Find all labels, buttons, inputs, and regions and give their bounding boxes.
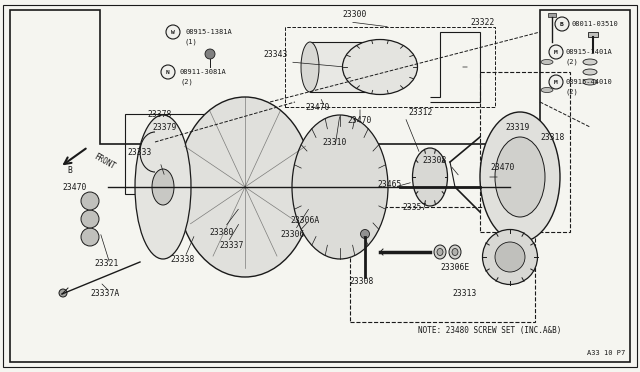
Text: 23322: 23322: [470, 17, 494, 26]
Ellipse shape: [301, 42, 319, 92]
Text: B: B: [560, 22, 564, 26]
Text: 23300: 23300: [343, 10, 367, 19]
Ellipse shape: [59, 289, 67, 297]
Bar: [310, 42, 390, 92]
Circle shape: [161, 65, 175, 79]
Text: 23321: 23321: [95, 260, 119, 269]
Ellipse shape: [541, 87, 553, 93]
Text: 23306: 23306: [281, 230, 305, 238]
Bar: [480, 72, 570, 232]
Text: 23308: 23308: [422, 155, 447, 164]
Text: 23470: 23470: [348, 115, 372, 125]
Bar: [588, 32, 598, 37]
Ellipse shape: [81, 192, 99, 210]
Text: M: M: [554, 80, 558, 84]
Ellipse shape: [449, 245, 461, 259]
Ellipse shape: [413, 148, 447, 206]
Text: 08911-3081A: 08911-3081A: [180, 69, 227, 75]
Text: 23337A: 23337A: [90, 289, 120, 298]
Ellipse shape: [381, 42, 399, 92]
Text: 23470: 23470: [63, 183, 87, 192]
Bar: [125, 114, 220, 194]
Ellipse shape: [583, 69, 597, 75]
Text: 23306E: 23306E: [440, 263, 470, 272]
Text: 23379: 23379: [153, 122, 177, 131]
Text: 23465: 23465: [378, 180, 402, 189]
Ellipse shape: [292, 115, 388, 259]
Bar: [350, 207, 535, 322]
Ellipse shape: [480, 112, 560, 242]
Text: 23380: 23380: [210, 228, 234, 237]
Text: 23310: 23310: [323, 138, 347, 147]
Circle shape: [549, 75, 563, 89]
Ellipse shape: [495, 242, 525, 272]
Ellipse shape: [342, 39, 417, 94]
Text: 23337: 23337: [220, 241, 244, 250]
Ellipse shape: [152, 169, 174, 205]
Text: W: W: [171, 29, 175, 35]
Text: A33 10 P7: A33 10 P7: [587, 350, 625, 356]
Text: 23338: 23338: [171, 256, 195, 264]
Ellipse shape: [483, 230, 538, 285]
Text: 23313: 23313: [453, 289, 477, 298]
Text: 23308: 23308: [350, 278, 374, 286]
Ellipse shape: [81, 210, 99, 228]
Text: 23378: 23378: [148, 109, 172, 119]
Circle shape: [555, 17, 569, 31]
Text: FRONT: FRONT: [92, 152, 116, 172]
Text: (2): (2): [566, 89, 579, 95]
Ellipse shape: [541, 60, 553, 64]
Circle shape: [166, 25, 180, 39]
Bar: [285, 27, 495, 107]
Text: 08011-03510: 08011-03510: [572, 21, 619, 27]
Circle shape: [205, 49, 215, 59]
Text: M: M: [554, 49, 558, 55]
Ellipse shape: [135, 115, 191, 259]
Ellipse shape: [583, 59, 597, 65]
Ellipse shape: [434, 245, 446, 259]
Bar: [548, 13, 556, 17]
Text: B: B: [68, 166, 72, 174]
Ellipse shape: [177, 97, 313, 277]
Text: (1): (1): [185, 39, 198, 45]
Text: 23306A: 23306A: [291, 215, 319, 224]
Text: NOTE: 23480 SCREW SET (INC.A&B): NOTE: 23480 SCREW SET (INC.A&B): [419, 326, 562, 334]
Text: N: N: [166, 70, 170, 74]
Text: 23333: 23333: [127, 148, 152, 157]
Text: 23470: 23470: [306, 103, 330, 112]
Ellipse shape: [437, 248, 443, 256]
Text: 08915-1381A: 08915-1381A: [185, 29, 232, 35]
Circle shape: [549, 45, 563, 59]
Text: 23319: 23319: [505, 122, 529, 131]
Ellipse shape: [583, 79, 597, 85]
Text: 23470: 23470: [490, 163, 515, 171]
Text: 23312: 23312: [408, 108, 433, 116]
Ellipse shape: [360, 230, 369, 238]
Text: (2): (2): [180, 79, 193, 85]
Ellipse shape: [452, 248, 458, 256]
Text: 23357: 23357: [403, 202, 427, 212]
Ellipse shape: [81, 228, 99, 246]
Text: 08915-44010: 08915-44010: [566, 79, 612, 85]
Text: 08915-1401A: 08915-1401A: [566, 49, 612, 55]
Text: 23343: 23343: [264, 49, 288, 58]
Ellipse shape: [495, 137, 545, 217]
Text: 23318: 23318: [540, 132, 564, 141]
Text: (2): (2): [566, 59, 579, 65]
